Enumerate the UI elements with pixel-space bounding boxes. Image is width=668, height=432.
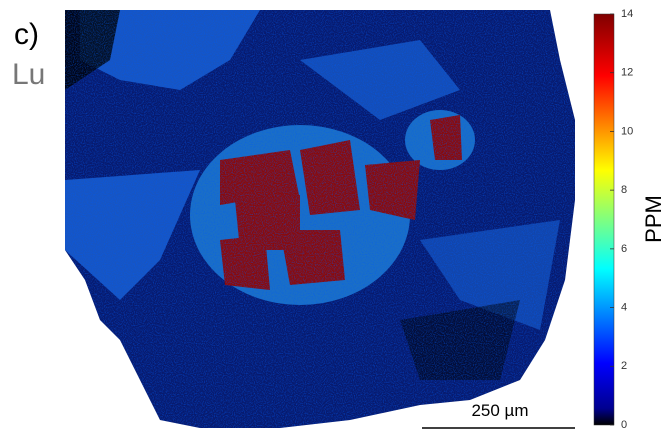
colorbar-tick-label: 4 [621,301,627,313]
element-map [60,8,580,432]
colorbar-tick-label: 12 [621,67,633,79]
colorbar-tick-label: 10 [621,125,633,137]
figure: c) Lu 250 µm PPM 0 2 4 6 8 10 12 14 [0,0,668,432]
scale-bar-label: 250 µm [471,401,528,420]
colorbar-tick-label: 0 [621,419,627,431]
panel-label: c) [14,18,39,51]
colorbar-tick-label: 14 [621,8,633,20]
colorbar-tick-label: 8 [621,184,627,196]
element-label: Lu [12,58,45,91]
colorbar-tick-label: 6 [621,243,627,255]
colorbar-tick-label: 2 [621,360,627,372]
colorbar [594,14,614,425]
colorbar-label: PPM [641,195,666,243]
